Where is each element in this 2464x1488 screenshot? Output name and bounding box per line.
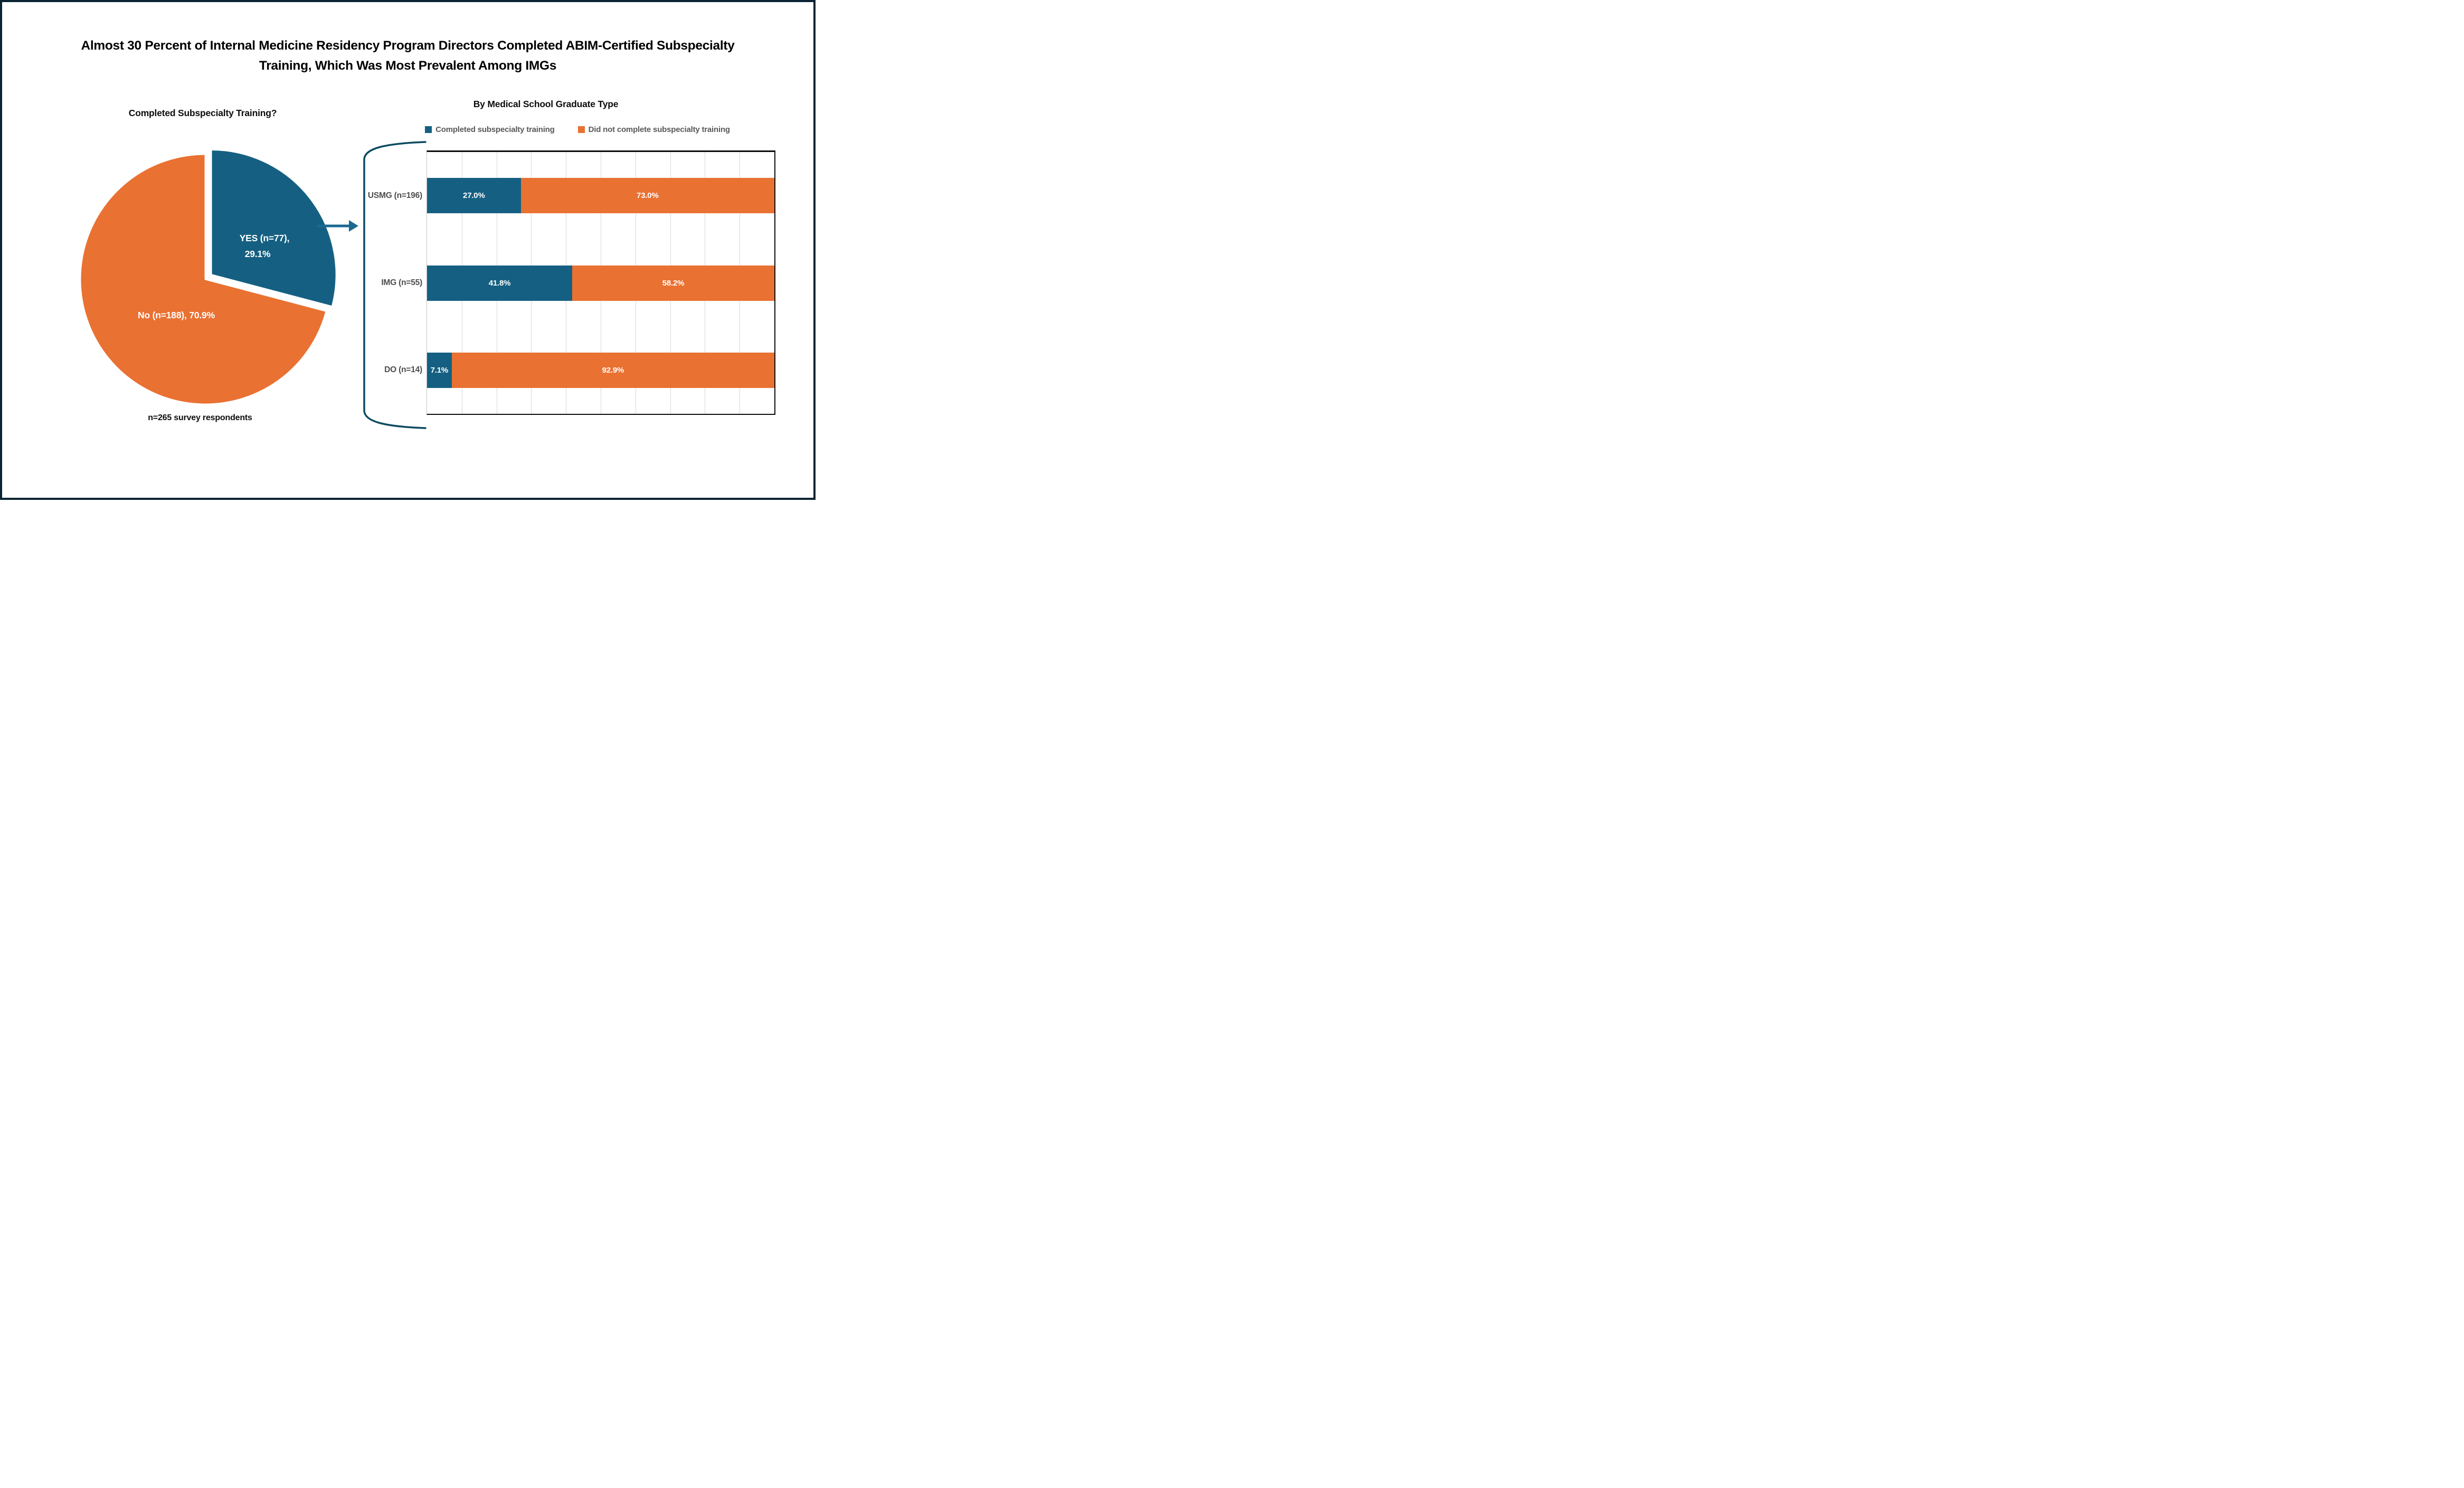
bar-segment: 7.1% <box>427 352 452 388</box>
pie-chart: YES (n=77), 29.1% No (n=188), 70.9% <box>79 148 337 405</box>
figure-title: Almost 30 Percent of Internal Medicine R… <box>2 36 813 76</box>
bar-value-label: 92.9% <box>602 365 624 375</box>
arrow-icon <box>317 220 358 232</box>
bar-value-label: 27.0% <box>463 191 485 201</box>
pie-slice-yes <box>210 148 337 308</box>
bar-category-label: DO (n=14) <box>384 365 422 375</box>
bar-plot-area: 27.0% 73.0% 41.8% 58.2% 7.1% 92.9% <box>427 150 775 415</box>
figure-frame: Almost 30 Percent of Internal Medicine R… <box>0 0 816 500</box>
legend-label-completed: Completed subspecialty training <box>435 125 555 134</box>
pie-slice-yes-label-line-2: 29.1% <box>245 249 271 259</box>
bar-segment: 27.0% <box>427 178 521 214</box>
legend-item-not-completed: Did not complete subspecialty training <box>577 125 730 134</box>
bar-category-label: IMG (n=55) <box>381 278 422 287</box>
pie-slice-no <box>79 153 327 405</box>
bar-value-label: 73.0% <box>637 191 659 201</box>
figure-title-line-2: Training, Which Was Most Prevalent Among… <box>259 59 557 73</box>
legend-label-not-completed: Did not complete subspecialty training <box>588 125 730 134</box>
bar-value-label: 7.1% <box>430 365 449 375</box>
bar-row: 27.0% 73.0% <box>427 178 774 214</box>
legend-item-completed: Completed subspecialty training <box>425 125 555 134</box>
bar-row: 41.8% 58.2% <box>427 265 774 301</box>
legend-swatch-completed <box>425 126 432 133</box>
bar-segment: 92.9% <box>451 352 774 388</box>
bars-layer: 27.0% 73.0% 41.8% 58.2% 7.1% 92.9% <box>427 152 774 414</box>
bar-segment: 58.2% <box>572 265 774 301</box>
bracket-icon <box>363 141 427 429</box>
pie-slice-yes-label-line-1: YES (n=77), <box>240 233 290 243</box>
bar-segment: 73.0% <box>520 178 774 214</box>
bar-value-label: 41.8% <box>488 278 511 288</box>
figure-title-line-1: Almost 30 Percent of Internal Medicine R… <box>81 39 735 53</box>
pie-caption: n=265 survey respondents <box>148 413 252 422</box>
bar-segment: 41.8% <box>427 265 573 301</box>
legend-swatch-not-completed <box>577 126 585 133</box>
pie-title: Completed Subspecialty Training? <box>128 108 277 118</box>
bar-category-label: USMG (n=196) <box>367 191 422 200</box>
pie-slice-no-label: No (n=188), 70.9% <box>138 310 215 320</box>
bar-row: 7.1% 92.9% <box>427 352 774 388</box>
bar-value-label: 58.2% <box>662 278 685 288</box>
bar-chart-title: By Medical School Graduate Type <box>473 99 619 109</box>
legend: Completed subspecialty training Did not … <box>366 125 789 134</box>
